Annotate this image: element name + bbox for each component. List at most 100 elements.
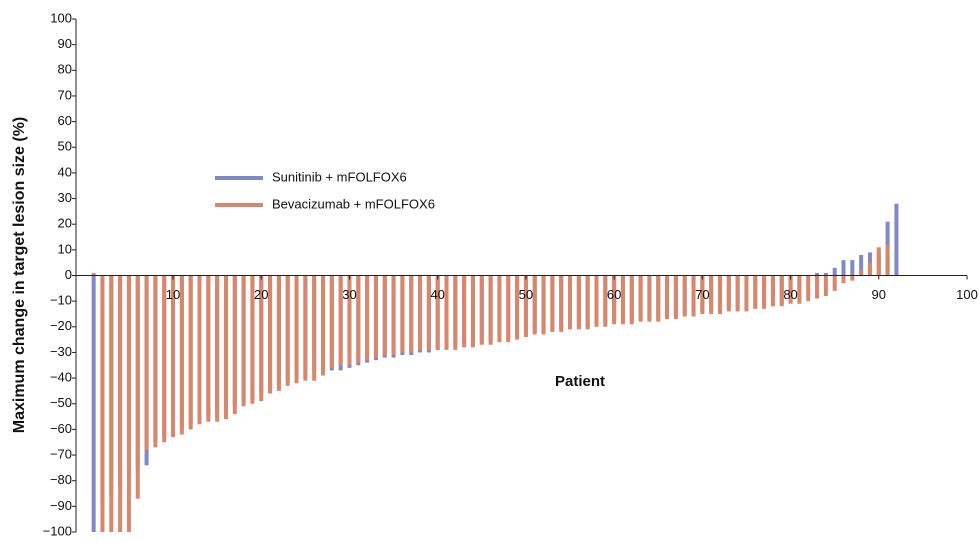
bar bbox=[806, 275, 811, 302]
bar bbox=[841, 275, 846, 284]
bar bbox=[894, 203, 899, 276]
bar bbox=[550, 275, 555, 332]
y-tick-label: −90 bbox=[50, 498, 72, 513]
y-tick-label: −100 bbox=[43, 523, 72, 537]
bar bbox=[179, 275, 184, 435]
bar bbox=[515, 275, 520, 340]
bar bbox=[523, 275, 528, 338]
bar bbox=[294, 275, 299, 384]
bar bbox=[682, 275, 687, 317]
bar bbox=[232, 275, 237, 415]
y-tick-label: 20 bbox=[58, 216, 72, 231]
bar bbox=[444, 275, 449, 350]
bar bbox=[885, 244, 890, 276]
bar bbox=[656, 275, 661, 322]
bar bbox=[329, 275, 334, 368]
x-tick-label: 60 bbox=[607, 287, 621, 302]
bar bbox=[347, 275, 352, 366]
x-tick-label: 40 bbox=[430, 287, 444, 302]
bar bbox=[338, 275, 343, 366]
bar bbox=[400, 275, 405, 353]
bar bbox=[638, 275, 643, 322]
bar bbox=[126, 275, 131, 532]
y-tick-label: 10 bbox=[58, 241, 72, 256]
y-tick-label: −40 bbox=[50, 370, 72, 385]
y-tick-label: −20 bbox=[50, 318, 72, 333]
bar bbox=[841, 260, 846, 276]
bar bbox=[312, 275, 317, 381]
y-tick-label: 30 bbox=[58, 190, 72, 205]
y-tick-label: 100 bbox=[50, 10, 72, 25]
bar bbox=[241, 275, 246, 407]
bar bbox=[453, 275, 458, 350]
y-tick-label: 90 bbox=[58, 36, 72, 51]
bar bbox=[118, 275, 123, 532]
bar bbox=[223, 275, 228, 420]
bar bbox=[215, 275, 220, 422]
bar bbox=[488, 275, 493, 345]
bar bbox=[691, 275, 696, 317]
y-tick-label: −50 bbox=[50, 395, 72, 410]
bar bbox=[594, 275, 599, 327]
bar bbox=[620, 275, 625, 325]
bar bbox=[250, 275, 255, 404]
x-tick-label: 70 bbox=[695, 287, 709, 302]
bar bbox=[779, 275, 784, 307]
y-tick-label: −60 bbox=[50, 421, 72, 436]
y-tick-label: −10 bbox=[50, 293, 72, 308]
x-tick-label: 10 bbox=[166, 287, 180, 302]
bar bbox=[797, 275, 802, 304]
bar bbox=[91, 275, 96, 532]
bar bbox=[815, 275, 820, 299]
bar bbox=[321, 275, 326, 376]
y-tick-label: −30 bbox=[50, 344, 72, 359]
bar bbox=[470, 275, 475, 348]
bar bbox=[479, 275, 484, 345]
bar bbox=[709, 275, 714, 314]
x-tick-label: 100 bbox=[956, 287, 978, 302]
bar bbox=[365, 275, 370, 361]
y-tick-label: −80 bbox=[50, 472, 72, 487]
bar bbox=[867, 262, 872, 276]
bar bbox=[559, 275, 564, 332]
legend-label: Bevacizumab + mFOLFOX6 bbox=[272, 196, 435, 211]
y-tick-label: 50 bbox=[58, 139, 72, 154]
x-tick-label: 50 bbox=[519, 287, 533, 302]
bar bbox=[276, 275, 281, 391]
bar bbox=[497, 275, 502, 343]
bar bbox=[612, 275, 617, 325]
y-axis-label: Maximum change in target lesion size (%) bbox=[11, 117, 28, 434]
bar bbox=[153, 275, 158, 448]
bar bbox=[629, 275, 634, 325]
bar bbox=[435, 275, 440, 350]
bar bbox=[541, 275, 546, 335]
x-tick-label: 30 bbox=[342, 287, 356, 302]
bar bbox=[162, 275, 167, 443]
bar bbox=[373, 275, 378, 358]
bar bbox=[259, 275, 264, 402]
bar bbox=[462, 275, 467, 348]
bar bbox=[303, 275, 308, 381]
bar bbox=[603, 275, 608, 327]
bar bbox=[100, 275, 105, 532]
bar bbox=[788, 275, 793, 304]
y-tick-label: 70 bbox=[58, 87, 72, 102]
bar bbox=[409, 275, 414, 353]
bar bbox=[197, 275, 202, 425]
bar bbox=[391, 275, 396, 356]
bar bbox=[744, 275, 749, 312]
bar bbox=[815, 272, 820, 276]
y-tick-label: −70 bbox=[50, 446, 72, 461]
bar bbox=[382, 275, 387, 356]
bar bbox=[647, 275, 652, 322]
bar bbox=[426, 275, 431, 350]
bar bbox=[850, 275, 855, 281]
bar bbox=[762, 275, 767, 309]
bar bbox=[285, 275, 290, 386]
y-tick-label: 40 bbox=[58, 164, 72, 179]
bar bbox=[568, 275, 573, 330]
bar bbox=[753, 275, 758, 309]
bar bbox=[859, 254, 864, 276]
bar bbox=[91, 272, 96, 276]
bar bbox=[188, 275, 193, 430]
